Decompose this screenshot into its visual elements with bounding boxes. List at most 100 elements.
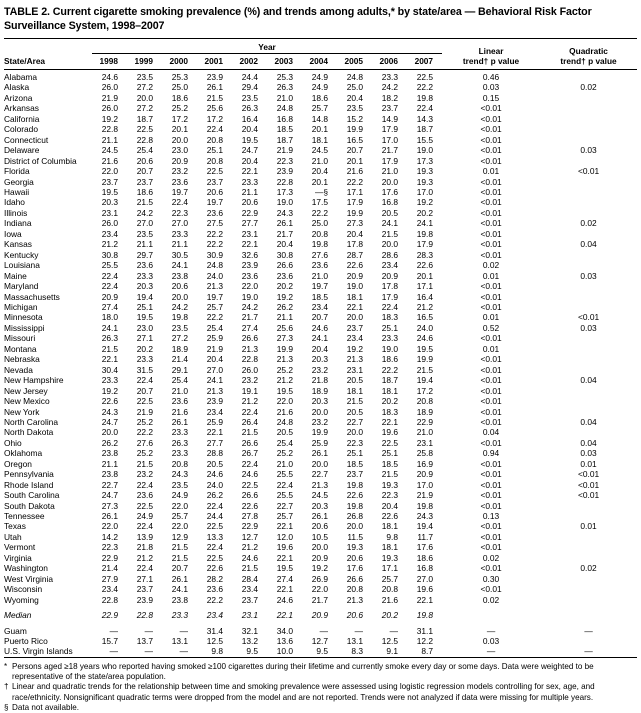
prevalence-value: 18.6 bbox=[416, 552, 434, 563]
prevalence-value: 23.8 bbox=[101, 469, 118, 480]
prevalence-value: 24.7 bbox=[101, 490, 118, 501]
prevalence-value: 22.6 bbox=[381, 511, 398, 522]
footnote: † Linear and quadratic trends for the re… bbox=[4, 682, 637, 702]
linear-trend-p-value: 0.15 bbox=[482, 92, 500, 103]
prevalence-value: 21.9 bbox=[206, 343, 223, 354]
prevalence-value: 18.3 bbox=[381, 312, 398, 323]
prevalence-value: 26.1 bbox=[276, 218, 293, 229]
prevalence-value: 23.1 bbox=[101, 207, 118, 218]
prevalence-value: 26.1 bbox=[206, 82, 223, 93]
prevalence-value: 21.0 bbox=[311, 155, 328, 166]
state-name: Iowa bbox=[4, 228, 22, 239]
prevalence-value: 23.6 bbox=[311, 260, 328, 271]
prevalence-value: 26.0 bbox=[101, 103, 118, 114]
prevalence-value: 21.4 bbox=[101, 563, 118, 574]
prevalence-value: 25.7 bbox=[311, 103, 328, 114]
prevalence-value: 21.2 bbox=[276, 375, 293, 386]
prevalence-value: 24.7 bbox=[241, 145, 258, 156]
prevalence-value: 20.5 bbox=[276, 427, 293, 438]
quadratic-trend-p-value: 0.04 bbox=[580, 437, 597, 448]
prevalence-value: 23.5 bbox=[136, 228, 153, 239]
prevalence-value: 20.2 bbox=[276, 281, 293, 292]
prevalence-value: 20.2 bbox=[381, 396, 398, 407]
table-row: Kentucky 30.8 29.7 30.5 30.9 32.6 30.8 27.6 28.7… bbox=[4, 250, 637, 260]
prevalence-value: 23.3 bbox=[136, 270, 153, 281]
prevalence-value: 28.7 bbox=[346, 249, 363, 260]
prevalence-value: 22.3 bbox=[276, 155, 293, 166]
prevalence-value: 24.3 bbox=[416, 511, 434, 522]
prevalence-value: 26.1 bbox=[311, 511, 328, 522]
prevalence-value: 22.5 bbox=[206, 552, 223, 563]
prevalence-value: 24.3 bbox=[171, 469, 188, 480]
prevalence-value: 23.5 bbox=[171, 479, 188, 490]
prevalence-value: 17.9 bbox=[416, 239, 434, 250]
prevalence-value: 21.6 bbox=[171, 406, 188, 417]
prevalence-value: 18.9 bbox=[311, 385, 328, 396]
prevalence-value: 17.6 bbox=[346, 563, 363, 574]
prevalence-value: 21.0 bbox=[276, 458, 293, 469]
state-name: Texas bbox=[4, 521, 26, 532]
quadratic-trend-p-value bbox=[540, 187, 637, 197]
prevalence-value: 20.4 bbox=[346, 228, 363, 239]
state-name: South Dakota bbox=[4, 500, 55, 511]
prevalence-value: 23.7 bbox=[381, 103, 398, 114]
prevalence-value: 20.4 bbox=[276, 239, 293, 250]
prevalence-value: 23.7 bbox=[136, 584, 153, 595]
year-column-header: 2002 bbox=[239, 56, 258, 66]
prevalence-value: 22.1 bbox=[206, 427, 223, 438]
quadratic-trend-p-value: — bbox=[584, 646, 593, 657]
quadratic-trend-p-value bbox=[540, 281, 637, 291]
state-name: Wisconsin bbox=[4, 584, 43, 595]
prevalence-value: 20.3 bbox=[136, 281, 153, 292]
footnote-text: Persons aged ≥18 years who reported havi… bbox=[12, 661, 594, 682]
prevalence-value: 27.0 bbox=[136, 218, 153, 229]
prevalence-value: 19.7 bbox=[206, 197, 223, 208]
prevalence-value: 30.5 bbox=[171, 249, 188, 260]
prevalence-value: 22.6 bbox=[346, 490, 363, 501]
footnote-marker: * bbox=[4, 661, 8, 671]
state-name: North Dakota bbox=[4, 427, 54, 438]
prevalence-value: 27.1 bbox=[136, 333, 153, 344]
prevalence-value: 22.1 bbox=[381, 416, 398, 427]
prevalence-value: 25.6 bbox=[276, 322, 293, 333]
prevalence-value: 30.4 bbox=[101, 364, 118, 375]
linear-trend-p-value: <0.01 bbox=[480, 469, 502, 480]
prevalence-value: 22.1 bbox=[276, 584, 293, 595]
prevalence-value: 9.5 bbox=[246, 646, 258, 657]
linear-trend-p-value: 0.01 bbox=[482, 343, 500, 354]
prevalence-value: 23.4 bbox=[101, 584, 118, 595]
prevalence-value: 19.7 bbox=[171, 186, 188, 197]
prevalence-value: 23.1 bbox=[241, 228, 258, 239]
linear-trend-p-value: <0.01 bbox=[480, 385, 502, 396]
quadratic-trend-p-value: 0.01 bbox=[580, 458, 597, 469]
quadratic-trend-p-value bbox=[540, 511, 637, 521]
prevalence-value: 20.8 bbox=[206, 155, 223, 166]
prevalence-value: 21.2 bbox=[416, 301, 434, 312]
prevalence-value: — bbox=[389, 625, 398, 636]
prevalence-value: 17.9 bbox=[381, 155, 398, 166]
col-header-linear-trend: Linear trend† p value bbox=[442, 39, 540, 70]
state-name: Hawaii bbox=[4, 186, 30, 197]
prevalence-value: 20.2 bbox=[381, 610, 398, 621]
prevalence-value: 18.0 bbox=[101, 312, 118, 323]
quadratic-trend-p-value: <0.01 bbox=[577, 490, 600, 501]
prevalence-value: 23.0 bbox=[136, 322, 153, 333]
prevalence-value: 23.3 bbox=[381, 333, 398, 344]
prevalence-value: 20.4 bbox=[206, 354, 223, 365]
quadratic-trend-p-value bbox=[540, 553, 637, 563]
prevalence-value: 22.0 bbox=[276, 396, 293, 407]
prevalence-value: 20.9 bbox=[311, 610, 328, 621]
state-name: Oregon bbox=[4, 458, 32, 469]
table-row: Wisconsin 23.4 23.7 24.1 23.6 23.4 22.1 22.0 20.… bbox=[4, 584, 637, 594]
prevalence-value: 24.5 bbox=[311, 145, 328, 156]
prevalence-value: 23.2 bbox=[136, 469, 153, 480]
prevalence-value: 20.6 bbox=[136, 155, 153, 166]
prevalence-value: 25.0 bbox=[171, 82, 188, 93]
linear-trend-p-value: <0.01 bbox=[480, 479, 502, 490]
table-row: Oklahoma 23.8 25.2 23.3 28.8 26.7 25.2 26.1 25.1… bbox=[4, 448, 637, 458]
quadratic-trend-p-value bbox=[540, 344, 637, 354]
linear-trend-p-value: <0.01 bbox=[480, 176, 502, 187]
quadratic-trend-p-value bbox=[540, 407, 637, 417]
prevalence-value: 25.0 bbox=[346, 82, 363, 93]
state-name: Indiana bbox=[4, 218, 32, 229]
